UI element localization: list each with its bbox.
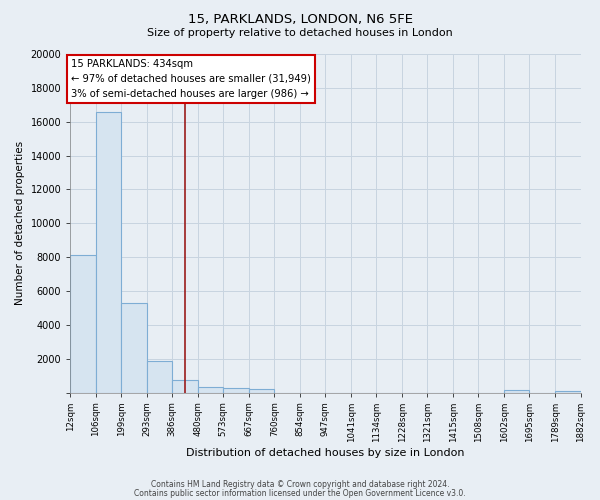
Bar	[147, 361, 172, 392]
Text: 15, PARKLANDS, LONDON, N6 5FE: 15, PARKLANDS, LONDON, N6 5FE	[187, 12, 413, 26]
X-axis label: Distribution of detached houses by size in London: Distribution of detached houses by size …	[186, 448, 464, 458]
Bar	[172, 380, 198, 392]
Bar	[223, 388, 249, 392]
Bar	[70, 256, 96, 392]
Bar	[555, 391, 581, 392]
Bar	[121, 303, 147, 392]
Text: Size of property relative to detached houses in London: Size of property relative to detached ho…	[147, 28, 453, 38]
Bar	[96, 112, 121, 392]
Text: 15 PARKLANDS: 434sqm
← 97% of detached houses are smaller (31,949)
3% of semi-de: 15 PARKLANDS: 434sqm ← 97% of detached h…	[71, 59, 311, 98]
Text: Contains HM Land Registry data © Crown copyright and database right 2024.: Contains HM Land Registry data © Crown c…	[151, 480, 449, 489]
Bar	[249, 389, 274, 392]
Y-axis label: Number of detached properties: Number of detached properties	[15, 141, 25, 306]
Text: Contains public sector information licensed under the Open Government Licence v3: Contains public sector information licen…	[134, 488, 466, 498]
Bar	[504, 390, 529, 392]
Bar	[198, 388, 223, 392]
